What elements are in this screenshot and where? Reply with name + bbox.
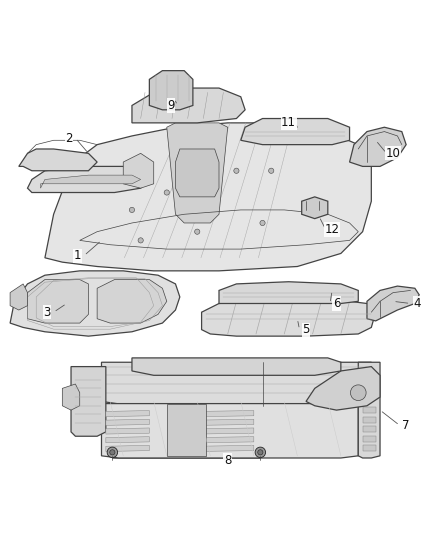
Polygon shape: [10, 271, 180, 336]
Polygon shape: [358, 362, 380, 458]
Text: 2: 2: [65, 132, 73, 144]
Polygon shape: [132, 88, 245, 123]
Circle shape: [164, 190, 170, 195]
Text: 8: 8: [224, 454, 231, 467]
Polygon shape: [176, 149, 219, 197]
Polygon shape: [363, 446, 376, 451]
Text: 6: 6: [333, 297, 340, 310]
Text: 5: 5: [302, 323, 310, 336]
Polygon shape: [302, 197, 328, 219]
Polygon shape: [45, 123, 371, 271]
Polygon shape: [197, 419, 254, 425]
Text: 9: 9: [167, 99, 175, 112]
Polygon shape: [102, 403, 358, 458]
Polygon shape: [167, 403, 206, 456]
Circle shape: [194, 229, 200, 235]
Text: 4: 4: [413, 297, 421, 310]
Circle shape: [138, 238, 143, 243]
Circle shape: [234, 168, 239, 173]
Polygon shape: [41, 175, 141, 188]
Polygon shape: [106, 446, 149, 451]
Polygon shape: [10, 284, 28, 310]
Polygon shape: [197, 428, 254, 434]
Polygon shape: [149, 71, 193, 110]
Circle shape: [350, 385, 366, 400]
Circle shape: [107, 447, 117, 457]
Text: 12: 12: [325, 223, 339, 236]
Polygon shape: [102, 362, 371, 406]
Polygon shape: [363, 436, 376, 442]
Polygon shape: [106, 428, 149, 434]
Polygon shape: [106, 437, 149, 443]
Polygon shape: [132, 358, 341, 375]
Text: 1: 1: [74, 249, 81, 262]
Polygon shape: [28, 166, 149, 192]
Polygon shape: [123, 154, 154, 188]
Polygon shape: [28, 279, 88, 323]
Polygon shape: [197, 410, 254, 417]
Circle shape: [255, 447, 265, 457]
Circle shape: [110, 450, 115, 455]
Polygon shape: [306, 367, 380, 410]
Circle shape: [258, 450, 263, 455]
Circle shape: [199, 177, 204, 182]
Polygon shape: [71, 367, 106, 436]
Polygon shape: [201, 299, 376, 336]
Text: 11: 11: [281, 116, 296, 130]
Circle shape: [260, 220, 265, 225]
Polygon shape: [106, 419, 149, 425]
Polygon shape: [367, 286, 419, 321]
Polygon shape: [62, 384, 80, 410]
Polygon shape: [241, 118, 350, 144]
Polygon shape: [97, 279, 167, 323]
Circle shape: [268, 168, 274, 173]
Polygon shape: [197, 437, 254, 443]
Polygon shape: [363, 407, 376, 413]
Text: 3: 3: [43, 306, 51, 319]
Polygon shape: [197, 446, 254, 451]
Polygon shape: [363, 417, 376, 423]
Polygon shape: [363, 426, 376, 432]
Text: 7: 7: [403, 419, 410, 432]
Polygon shape: [219, 282, 358, 303]
Polygon shape: [19, 149, 97, 171]
Circle shape: [129, 207, 134, 213]
Polygon shape: [350, 127, 406, 166]
Polygon shape: [106, 410, 149, 417]
Text: 10: 10: [385, 147, 400, 160]
Polygon shape: [167, 123, 228, 223]
